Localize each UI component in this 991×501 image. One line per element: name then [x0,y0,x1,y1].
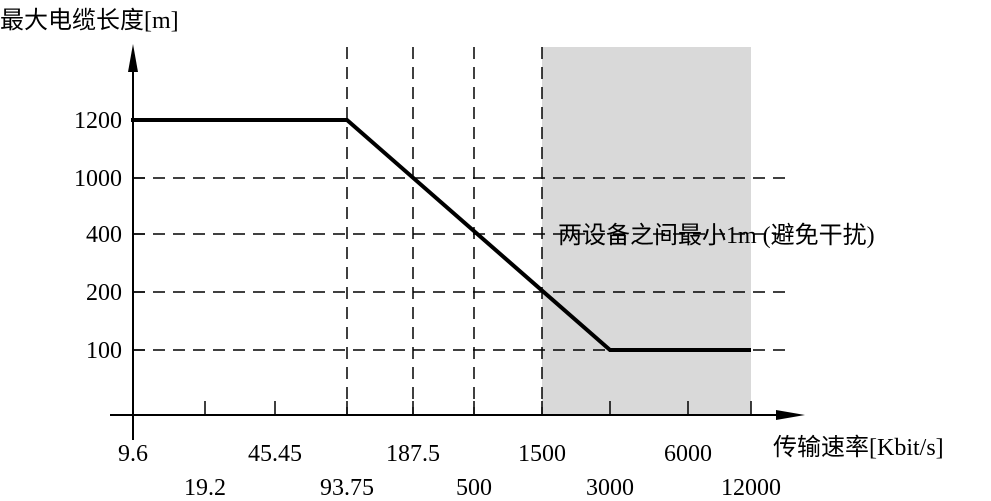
y-axis-label: 最大电缆长度[m] [0,7,179,34]
x-tick-label: 45.45 [248,441,302,467]
x-tick-label: 500 [456,475,492,496]
x-axis-label: 传输速率[Kbit/s] [773,434,944,461]
y-tick-label: 200 [86,280,122,306]
annotation: 两设备之间最小1m (避免干扰) [558,222,875,249]
x-tick-label: 6000 [664,441,712,467]
x-axis-arrow [776,410,805,420]
data-line [131,118,751,352]
y-tick-label: 100 [86,338,122,364]
x-tick-label: 93.75 [320,475,374,496]
y-tick-label: 400 [86,222,122,248]
y-axis-arrow [128,44,138,72]
x-tick-label: 1500 [518,441,566,467]
x-tick-label: 9.6 [118,441,148,467]
x-tick-label: 187.5 [386,441,440,467]
y-tick-label: 1000 [74,166,122,192]
x-tick-label: 3000 [586,475,634,496]
shaded-region [542,47,751,415]
x-tick-label: 19.2 [184,475,226,496]
x-tick-label: 12000 [721,475,781,496]
y-tick-label: 1200 [74,108,122,134]
